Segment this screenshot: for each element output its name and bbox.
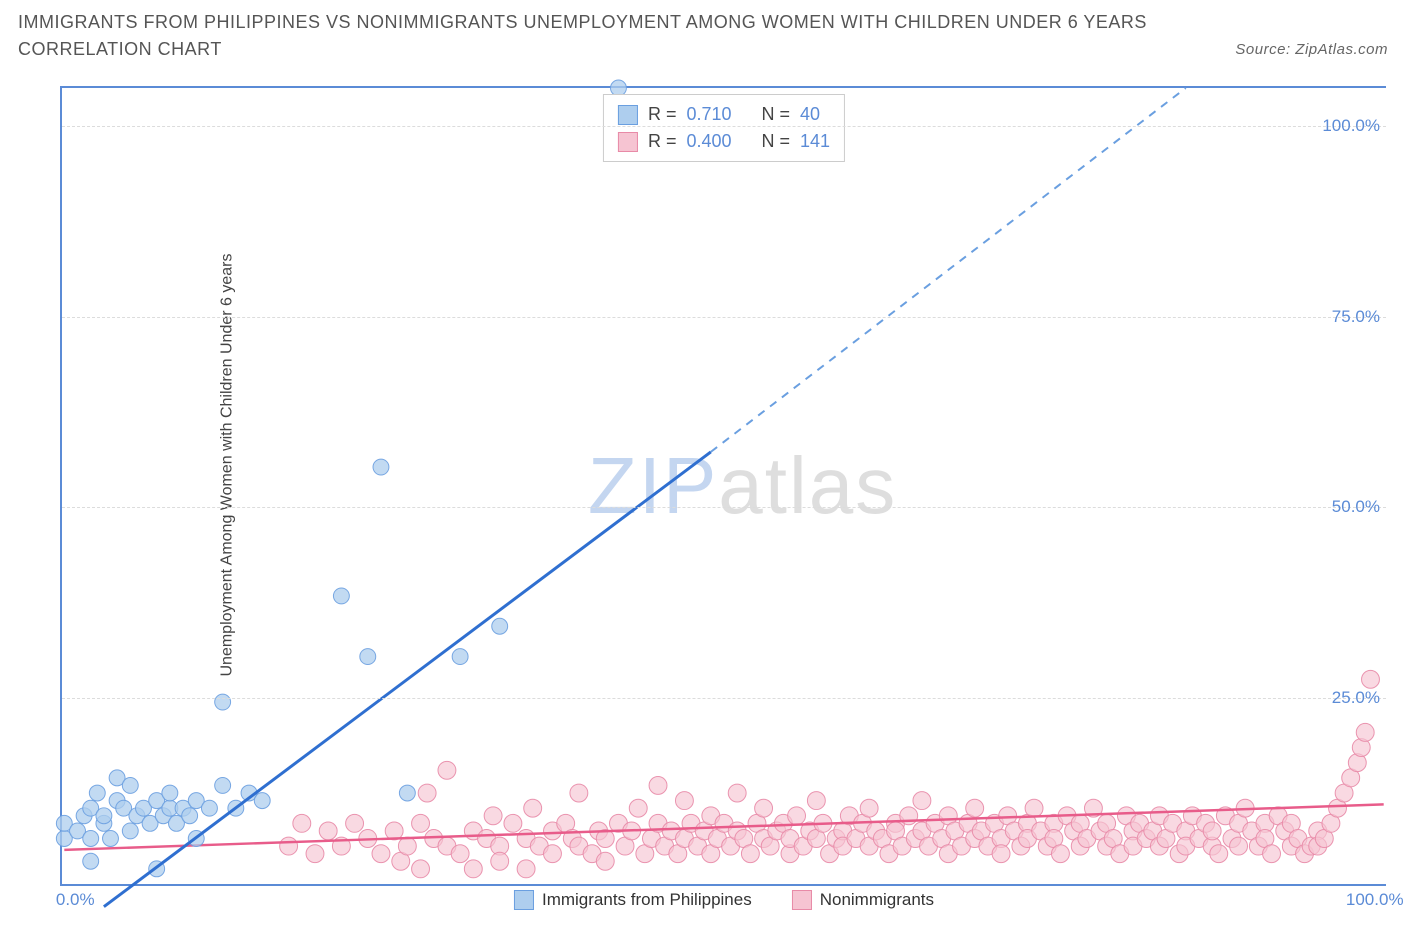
y-tick-label: 75.0% <box>1332 307 1380 327</box>
y-tick-label: 50.0% <box>1332 497 1380 517</box>
chart-subtitle: CORRELATION CHART <box>18 39 222 60</box>
stats-row-series-a: R = 0.710 N = 40 <box>618 101 830 128</box>
y-tick-label: 25.0% <box>1332 688 1380 708</box>
legend-item-series-b: Nonimmigrants <box>792 890 934 910</box>
chart-source: Source: ZipAtlas.com <box>1235 41 1388 58</box>
bottom-legend: Immigrants from Philippines Nonimmigrant… <box>514 890 934 910</box>
stats-legend-box: R = 0.710 N = 40 R = 0.400 N = 141 <box>603 94 845 162</box>
legend-item-series-a: Immigrants from Philippines <box>514 890 752 910</box>
swatch-series-a-bottom <box>514 890 534 910</box>
y-tick-label: 100.0% <box>1322 116 1380 136</box>
x-tick-right: 100.0% <box>1346 890 1404 910</box>
x-tick-left: 0.0% <box>56 890 95 910</box>
legend-label-series-b: Nonimmigrants <box>820 890 934 910</box>
legend-label-series-a: Immigrants from Philippines <box>542 890 752 910</box>
chart-plot-area: ZIPatlas R = 0.710 N = 40 R = 0.400 N = … <box>60 86 1386 886</box>
swatch-series-b <box>618 132 638 152</box>
swatch-series-a <box>618 105 638 125</box>
chart-svg <box>62 88 1386 884</box>
stats-row-series-b: R = 0.400 N = 141 <box>618 128 830 155</box>
chart-title: IMMIGRANTS FROM PHILIPPINES VS NONIMMIGR… <box>0 0 1406 39</box>
swatch-series-b-bottom <box>792 890 812 910</box>
